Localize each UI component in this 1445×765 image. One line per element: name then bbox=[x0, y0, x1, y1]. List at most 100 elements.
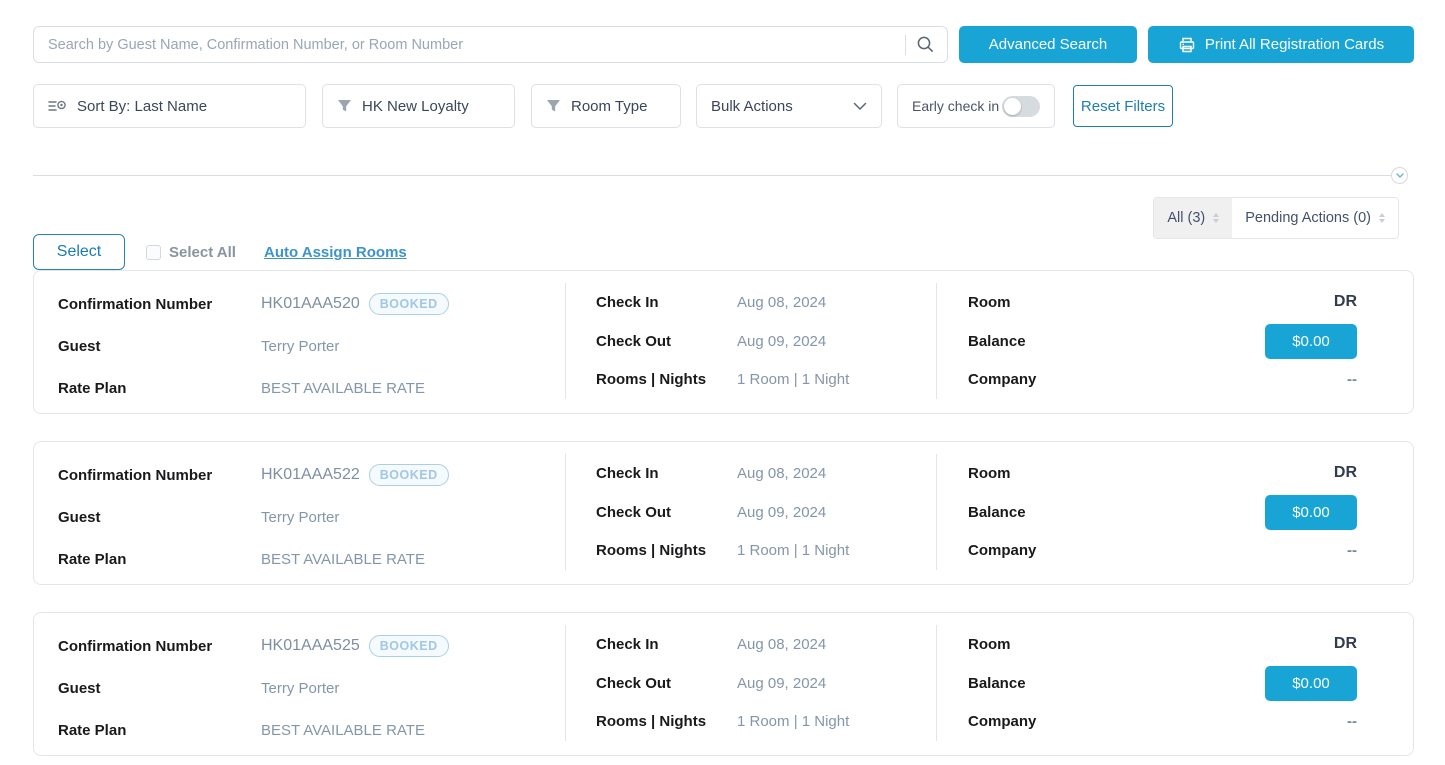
filter-funnel-icon bbox=[546, 99, 561, 113]
bulk-actions-label: Bulk Actions bbox=[711, 97, 793, 115]
balance-button[interactable]: $0.00 bbox=[1265, 323, 1357, 359]
tab-pending-actions[interactable]: Pending Actions (0) bbox=[1232, 198, 1398, 238]
check-in-value: Aug 08, 2024 bbox=[737, 293, 827, 311]
selection-row: Select Select All Auto Assign Rooms All … bbox=[33, 197, 1414, 270]
company-label: Company bbox=[968, 713, 1037, 731]
reservation-card[interactable]: Confirmation Number HK01AAA522 BOOKED Gu… bbox=[33, 441, 1414, 585]
guest-value: Terry Porter bbox=[261, 508, 340, 526]
confirmation-number-value: HK01AAA520 bbox=[261, 295, 360, 312]
select-all-label: Select All bbox=[169, 243, 236, 261]
rate-plan-value: BEST AVAILABLE RATE bbox=[261, 550, 425, 568]
guest-value: Terry Porter bbox=[261, 337, 340, 355]
room-value: DR bbox=[1333, 635, 1357, 653]
balance-label: Balance bbox=[968, 332, 1026, 350]
sort-by-dropdown[interactable]: Sort By: Last Name bbox=[33, 84, 306, 128]
search-input[interactable] bbox=[48, 36, 905, 53]
balance-button[interactable]: $0.00 bbox=[1265, 494, 1357, 530]
card-account-section: Room DR Balance $0.00 Company -- bbox=[936, 625, 1383, 741]
rooms-nights-value: 1 Room | 1 Night bbox=[737, 713, 850, 731]
check-in-value: Aug 08, 2024 bbox=[737, 635, 827, 653]
status-badge: BOOKED bbox=[368, 293, 449, 315]
balance-label: Balance bbox=[968, 503, 1026, 521]
confirmation-number-label: Confirmation Number bbox=[58, 295, 213, 313]
early-check-in-toggle[interactable] bbox=[1002, 95, 1040, 117]
filter-funnel-icon bbox=[337, 99, 352, 113]
company-label: Company bbox=[968, 371, 1037, 389]
chevron-down-icon bbox=[1395, 173, 1404, 178]
confirmation-number-label: Confirmation Number bbox=[58, 466, 213, 484]
check-in-label: Check In bbox=[596, 635, 659, 653]
sort-arrows-icon bbox=[1213, 213, 1220, 223]
filters-row: Sort By: Last Name HK New Loyalty Room T… bbox=[33, 84, 1414, 128]
print-all-registration-cards-button[interactable]: Print All Registration Cards bbox=[1148, 26, 1414, 63]
confirmation-number-label: Confirmation Number bbox=[58, 637, 213, 655]
sort-by-label: Sort By: Last Name bbox=[77, 97, 208, 115]
reservation-card[interactable]: Confirmation Number HK01AAA525 BOOKED Gu… bbox=[33, 612, 1414, 756]
card-stay-section: Check In Aug 08, 2024 Check Out Aug 09, … bbox=[565, 454, 936, 570]
hk-loyalty-filter[interactable]: HK New Loyalty bbox=[322, 84, 515, 128]
room-value: DR bbox=[1333, 464, 1357, 482]
print-all-label: Print All Registration Cards bbox=[1204, 36, 1385, 53]
confirmation-number-value: HK01AAA522 bbox=[261, 466, 360, 483]
hk-loyalty-label: HK New Loyalty bbox=[362, 97, 469, 115]
rate-plan-label: Rate Plan bbox=[58, 721, 127, 739]
check-in-value: Aug 08, 2024 bbox=[737, 464, 827, 482]
status-badge: BOOKED bbox=[368, 635, 449, 657]
tab-all[interactable]: All (3) bbox=[1154, 198, 1233, 238]
room-type-filter[interactable]: Room Type bbox=[531, 84, 681, 128]
company-value: -- bbox=[1347, 713, 1357, 731]
printer-icon bbox=[1178, 36, 1196, 54]
check-out-label: Check Out bbox=[596, 674, 672, 692]
filters-divider bbox=[33, 167, 1414, 184]
company-value: -- bbox=[1347, 542, 1357, 560]
check-out-value: Aug 09, 2024 bbox=[737, 503, 827, 521]
check-out-value: Aug 09, 2024 bbox=[737, 674, 827, 692]
card-account-section: Room DR Balance $0.00 Company -- bbox=[936, 454, 1383, 570]
check-out-label: Check Out bbox=[596, 503, 672, 521]
advanced-search-button[interactable]: Advanced Search bbox=[959, 26, 1137, 63]
auto-assign-rooms-link[interactable]: Auto Assign Rooms bbox=[263, 243, 407, 261]
divider-line bbox=[33, 175, 1391, 176]
select-button[interactable]: Select bbox=[33, 234, 125, 270]
check-in-label: Check In bbox=[596, 464, 659, 482]
early-check-in-label: Early check in bbox=[912, 98, 1000, 114]
reservation-card[interactable]: Confirmation Number HK01AAA520 BOOKED Gu… bbox=[33, 270, 1414, 414]
toggle-knob bbox=[1004, 97, 1021, 115]
guest-value: Terry Porter bbox=[261, 679, 340, 697]
rooms-nights-value: 1 Room | 1 Night bbox=[737, 371, 850, 389]
guest-label: Guest bbox=[58, 508, 101, 526]
collapse-filters-button[interactable] bbox=[1391, 167, 1408, 184]
rooms-nights-label: Rooms | Nights bbox=[596, 542, 707, 560]
rooms-nights-label: Rooms | Nights bbox=[596, 713, 707, 731]
balance-label: Balance bbox=[968, 674, 1026, 692]
card-guest-section: Confirmation Number HK01AAA525 BOOKED Gu… bbox=[34, 625, 565, 755]
select-all-control[interactable]: Select All bbox=[146, 244, 236, 261]
confirmation-number-value: HK01AAA525 bbox=[261, 637, 360, 654]
room-value: DR bbox=[1333, 293, 1357, 311]
rooms-nights-label: Rooms | Nights bbox=[596, 371, 707, 389]
company-label: Company bbox=[968, 542, 1037, 560]
card-account-section: Room DR Balance $0.00 Company -- bbox=[936, 283, 1383, 399]
room-label: Room bbox=[968, 464, 1011, 482]
list-tabs: All (3) Pending Actions (0) bbox=[1153, 197, 1399, 239]
rate-plan-label: Rate Plan bbox=[58, 550, 127, 568]
guest-label: Guest bbox=[58, 337, 101, 355]
rate-plan-value: BEST AVAILABLE RATE bbox=[261, 721, 425, 739]
tab-pending-label: Pending Actions (0) bbox=[1245, 210, 1371, 226]
room-label: Room bbox=[968, 293, 1011, 311]
check-out-label: Check Out bbox=[596, 332, 672, 350]
room-type-label: Room Type bbox=[571, 97, 648, 115]
rooms-nights-value: 1 Room | 1 Night bbox=[737, 542, 850, 560]
rate-plan-value: BEST AVAILABLE RATE bbox=[261, 379, 425, 397]
balance-button[interactable]: $0.00 bbox=[1265, 665, 1357, 701]
search-icon[interactable] bbox=[916, 35, 935, 54]
card-stay-section: Check In Aug 08, 2024 Check Out Aug 09, … bbox=[565, 625, 936, 741]
search-box[interactable] bbox=[33, 26, 948, 63]
card-guest-section: Confirmation Number HK01AAA522 BOOKED Gu… bbox=[34, 454, 565, 584]
tab-all-label: All (3) bbox=[1167, 210, 1206, 226]
rate-plan-label: Rate Plan bbox=[58, 379, 127, 397]
bulk-actions-dropdown[interactable]: Bulk Actions bbox=[696, 84, 882, 128]
select-all-checkbox[interactable] bbox=[146, 244, 161, 260]
reset-filters-button[interactable]: Reset Filters bbox=[1073, 85, 1173, 127]
